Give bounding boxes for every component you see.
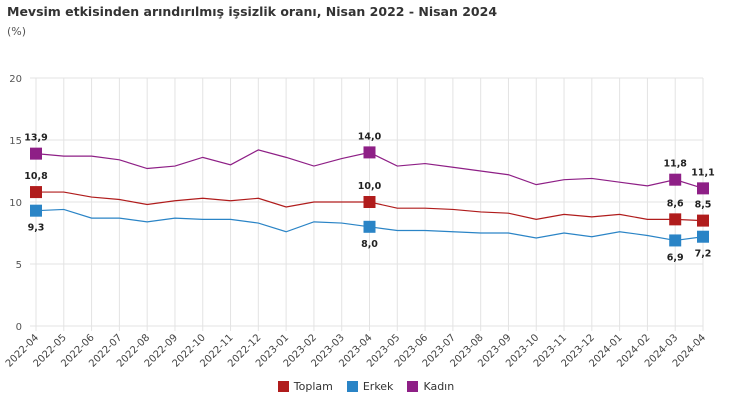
line-chart: 051015202022-042022-052022-062022-072022… [4,74,715,370]
data-label: 13,9 [24,133,47,144]
data-marker [669,234,682,247]
data-label: 11,8 [663,159,687,170]
legend-swatch-kadin [407,381,419,392]
data-label: 14,0 [358,131,382,142]
legend-swatch-erkek [346,381,358,392]
data-label: 10,8 [24,171,48,182]
data-marker [697,214,709,227]
legend-swatch-toplam [277,381,289,392]
y-tick-label: 15 [9,136,22,147]
data-marker [363,196,376,208]
data-label: 10,0 [358,181,382,192]
data-marker [363,220,376,233]
legend-item-erkek[interactable]: Erkek [346,380,394,393]
y-tick-label: 0 [16,322,22,333]
data-marker [30,204,42,217]
y-tick-label: 5 [16,260,22,271]
data-label: 7,2 [695,249,712,260]
data-label: 9,3 [28,223,45,234]
data-label: 11,1 [691,167,714,178]
legend-item-toplam[interactable]: Toplam [277,380,333,393]
legend-item-kadin[interactable]: Kadın [407,380,454,393]
data-marker [697,182,709,195]
legend-label: Kadın [423,380,455,393]
data-label: 8,0 [361,239,378,250]
legend: Toplam Erkek Kadın [0,380,732,393]
y-tick-label: 20 [9,74,22,85]
chart-subtitle: (%) [7,25,27,38]
y-tick-label: 10 [9,198,22,209]
chart-title: Mevsim etkisinden arındırılmış işsizlik … [7,4,498,19]
data-marker [669,213,682,226]
data-label: 8,5 [695,200,712,211]
legend-label: Toplam [293,380,333,393]
legend-label: Erkek [362,380,394,393]
data-label: 8,6 [667,198,684,209]
data-marker [363,146,376,159]
data-marker [697,230,709,243]
data-label: 6,9 [667,252,684,263]
data-marker [30,147,42,160]
data-marker [30,186,42,199]
data-marker [669,173,682,186]
